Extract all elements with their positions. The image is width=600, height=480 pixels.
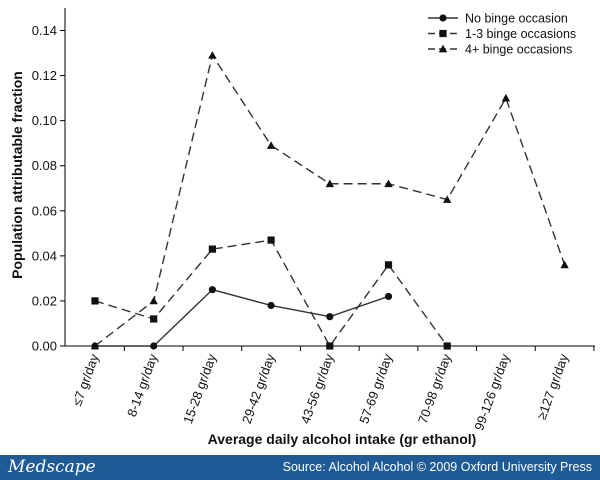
data-point-triangle	[384, 179, 393, 188]
x-tick-label: 15-28 gr/day	[180, 351, 219, 425]
y-tick-label: 0.02	[32, 293, 57, 308]
y-tick-label: 0.08	[32, 158, 57, 173]
legend-marker-circle	[439, 14, 447, 22]
data-point-circle	[384, 292, 393, 301]
series-line	[94, 53, 566, 347]
y-tick-label: 0.00	[32, 339, 57, 354]
y-tick-label: 0.12	[32, 68, 57, 83]
data-point-square	[208, 245, 216, 253]
x-tick-label: 57-69 gr/day	[356, 351, 395, 425]
legend-marker-triangle	[438, 44, 448, 53]
data-point-square	[267, 236, 275, 244]
y-tick-label: 0.14	[32, 23, 57, 38]
x-tick-label: 8-14 gr/day	[124, 351, 161, 418]
series-3	[90, 51, 569, 350]
x-tick-label: 43-56 gr/day	[298, 351, 337, 425]
x-tick-label: 29-42 gr/day	[239, 351, 278, 425]
x-tick-label: 99-126 gr/day	[471, 351, 513, 432]
y-axis-ticks: 0.00 0.02 0.04 0.06 0.08 0.10 0.12 0.14	[32, 23, 65, 354]
data-point-square	[326, 342, 334, 350]
y-tick-label: 0.10	[32, 113, 57, 128]
series-line	[95, 288, 389, 347]
data-point-square	[384, 261, 393, 269]
y-tick-label: 0.06	[32, 203, 57, 218]
y-tick-label: 0.04	[32, 248, 57, 263]
data-point-circle	[150, 342, 158, 350]
x-axis-title: Average daily alcohol intake (gr ethanol…	[208, 431, 477, 447]
series-1	[91, 286, 393, 350]
medscape-logo: Medscape	[8, 457, 96, 477]
data-point-triangle	[266, 141, 276, 149]
data-point-triangle	[149, 296, 158, 305]
y-axis-title: Population attributable fraction	[9, 71, 25, 279]
data-point-circle	[208, 286, 216, 294]
x-tick-label: 70-98 gr/day	[415, 351, 454, 425]
data-point-square	[91, 297, 99, 305]
data-point-triangle	[501, 93, 511, 102]
series-2	[91, 236, 451, 350]
data-point-triangle	[325, 179, 334, 188]
x-axis-ticks: ≤7 gr/day 8-14 gr/day 15-28 gr/day 29-42 gr…	[69, 346, 595, 432]
data-point-triangle	[443, 195, 452, 203]
series-group	[90, 51, 569, 350]
data-point-triangle	[560, 260, 569, 269]
axes	[64, 8, 595, 347]
source-credit: Source: Alcohol Alcohol © 2009 Oxford Un…	[282, 460, 592, 474]
data-point-square	[150, 315, 158, 323]
x-tick-label: ≤7 gr/day	[69, 351, 102, 407]
data-point-square	[443, 342, 451, 350]
data-point-circle	[267, 301, 275, 310]
data-point-circle	[326, 313, 334, 321]
footer-bar: Medscape Source: Alcohol Alcohol © 2009 …	[0, 455, 600, 480]
legend-marker-square	[439, 29, 447, 38]
data-point-triangle	[208, 51, 217, 59]
legend-label: 1-3 binge occasions	[465, 27, 576, 41]
data-point-triangle	[90, 341, 100, 350]
line-chart: 0.00 0.02 0.04 0.06 0.08 0.10 0.12 0.14 ≤7 gr/d…	[9, 8, 595, 447]
legend-label: 4+ binge occasions	[465, 43, 572, 57]
legend-label: No binge occasion	[465, 12, 568, 26]
series-line	[94, 239, 448, 348]
x-tick-label: ≥127 gr/day	[534, 351, 572, 421]
